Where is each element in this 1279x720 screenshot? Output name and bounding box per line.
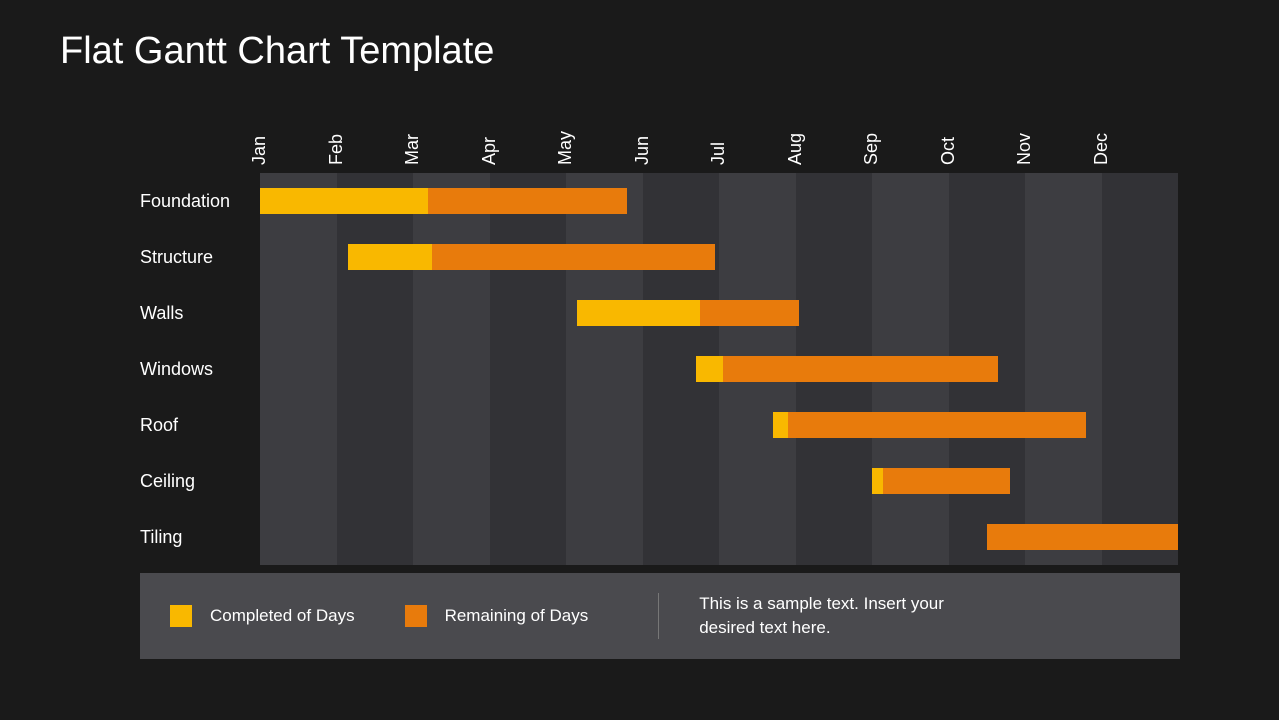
bar-remaining-segment [883, 468, 1009, 494]
bar-completed-segment [577, 300, 699, 326]
bar-remaining-segment [987, 524, 1178, 550]
page-title: Flat Gantt Chart Template [60, 30, 1219, 73]
bar-completed-segment [348, 244, 432, 270]
month-label: Jul [708, 89, 729, 166]
month-label: Nov [1014, 89, 1035, 166]
bar-remaining-segment [428, 188, 627, 214]
month-label: May [555, 89, 576, 166]
bar-remaining-segment [432, 244, 715, 270]
month-label: Jan [249, 89, 270, 166]
legend-item-completed: Completed of Days [170, 605, 355, 627]
month-label: Sep [861, 89, 882, 166]
gantt-bar [773, 412, 1087, 438]
legend-swatch-remaining [405, 605, 427, 627]
bar-completed-segment [696, 356, 723, 382]
legend-note: This is a sample text. Insert your desir… [699, 592, 999, 640]
task-row [260, 173, 1178, 229]
legend-swatch-completed [170, 605, 192, 627]
month-label: Dec [1091, 89, 1112, 166]
legend-label-remaining: Remaining of Days [445, 606, 589, 626]
gantt-bar [872, 468, 1010, 494]
bar-completed-segment [260, 188, 428, 214]
gantt-bar [348, 244, 715, 270]
bar-remaining-segment [700, 300, 799, 326]
task-row [260, 285, 1178, 341]
gantt-bar [987, 524, 1178, 550]
bar-remaining-segment [788, 412, 1086, 438]
bar-remaining-segment [723, 356, 998, 382]
task-label: Foundation [140, 173, 260, 229]
task-row [260, 229, 1178, 285]
month-label: Aug [785, 89, 806, 166]
bar-completed-segment [773, 412, 788, 438]
task-label: Tiling [140, 509, 260, 565]
legend-divider [658, 593, 659, 639]
task-label: Walls [140, 285, 260, 341]
task-label: Windows [140, 341, 260, 397]
gantt-bar [577, 300, 799, 326]
month-label: Mar [402, 89, 423, 166]
task-row [260, 397, 1178, 453]
task-label: Roof [140, 397, 260, 453]
task-row [260, 509, 1178, 565]
legend-item-remaining: Remaining of Days [405, 605, 589, 627]
month-label: Feb [326, 89, 347, 166]
legend-panel: Completed of Days Remaining of Days This… [140, 573, 1180, 659]
month-label: Apr [479, 89, 500, 166]
gantt-bar [260, 188, 627, 214]
task-label: Structure [140, 229, 260, 285]
gantt-bars-layer [260, 173, 1178, 565]
month-label: Jun [632, 89, 653, 166]
month-label: Oct [938, 89, 959, 166]
task-row [260, 341, 1178, 397]
task-row [260, 453, 1178, 509]
task-label: Ceiling [140, 453, 260, 509]
gantt-chart: JanFebMarAprMayJunJulAugSepOctNovDec Fou… [140, 103, 1180, 565]
month-axis: JanFebMarAprMayJunJulAugSepOctNovDec [260, 103, 1180, 173]
legend-label-completed: Completed of Days [210, 606, 355, 626]
task-label-column: FoundationStructureWallsWindowsRoofCeili… [140, 173, 260, 565]
gantt-bar [696, 356, 998, 382]
chart-grid [260, 173, 1178, 565]
bar-completed-segment [872, 468, 883, 494]
